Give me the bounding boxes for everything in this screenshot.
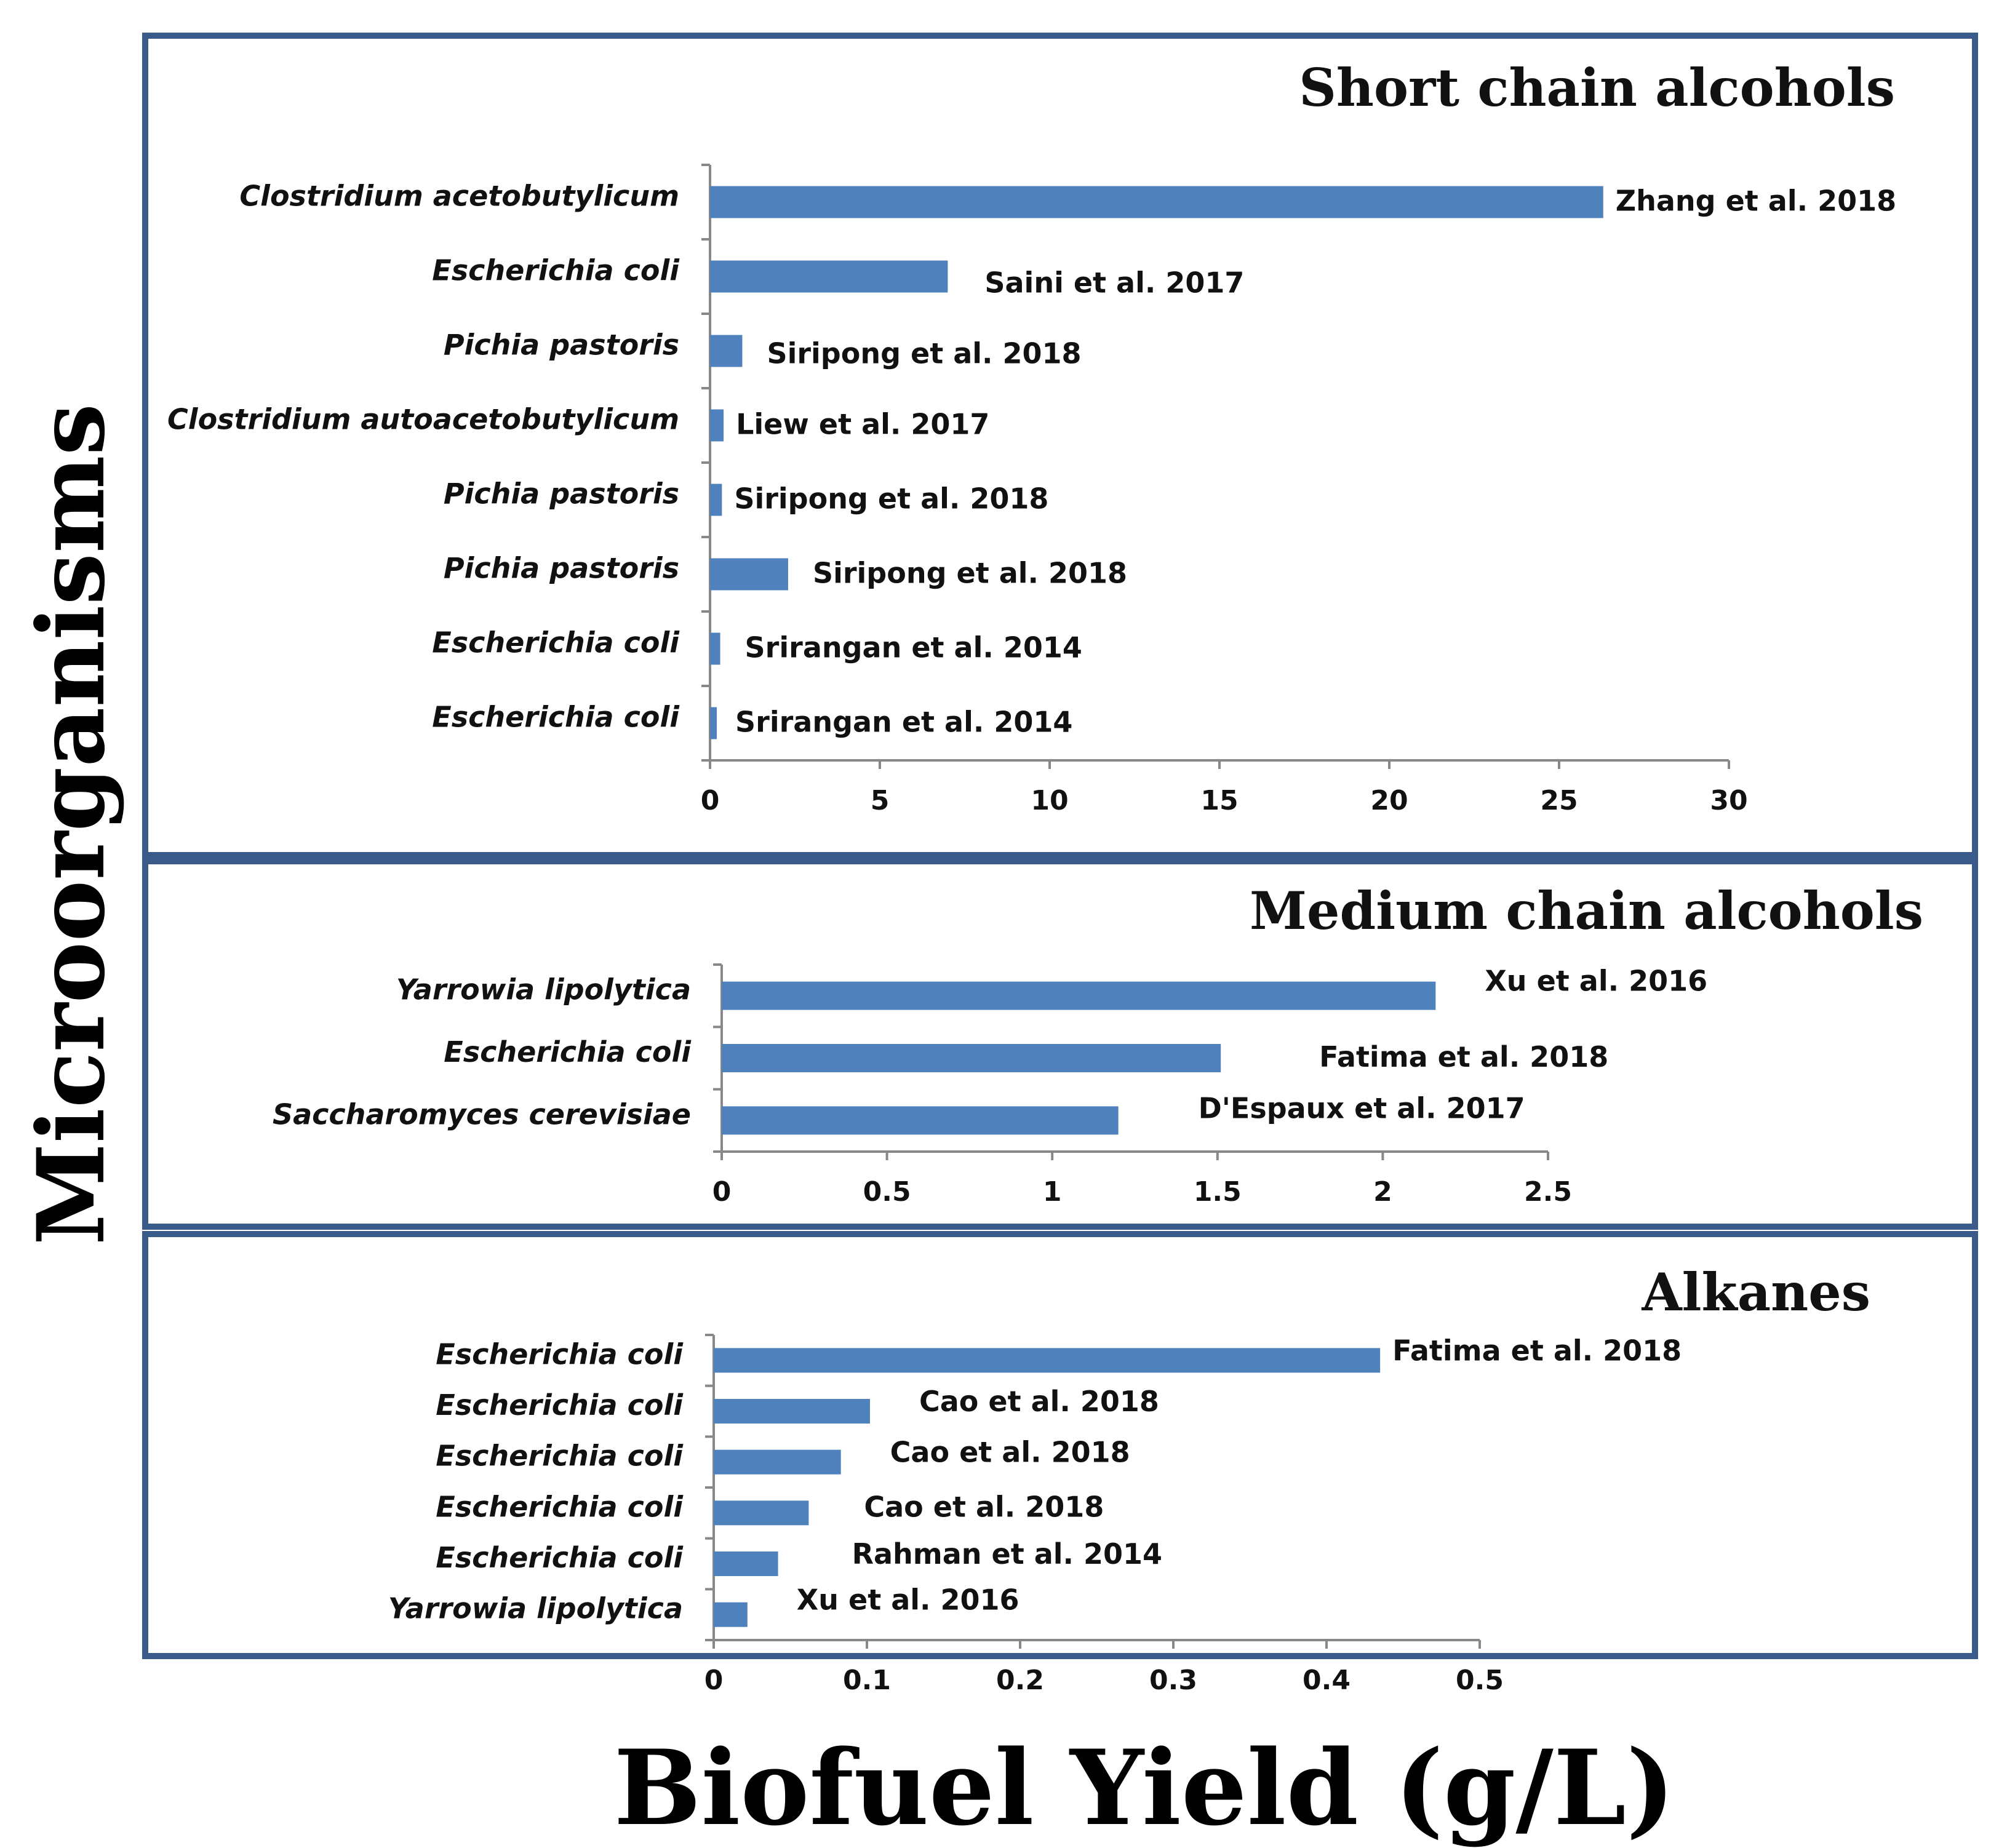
panel-frame-short bbox=[142, 33, 1978, 858]
bar bbox=[710, 186, 1603, 218]
bar bbox=[722, 981, 1436, 1010]
category-label: Escherichia coli bbox=[444, 1035, 692, 1069]
category-label: Escherichia coli bbox=[436, 1541, 684, 1574]
x-tick-label: 0.4 bbox=[1303, 1665, 1351, 1696]
category-label: Escherichia coli bbox=[436, 1337, 684, 1371]
category-label: Escherichia coli bbox=[436, 1490, 684, 1523]
bar bbox=[714, 1348, 1381, 1373]
bar bbox=[714, 1449, 841, 1475]
x-tick-label: 0.5 bbox=[1456, 1665, 1504, 1696]
reference-label: Fatima et al. 2018 bbox=[1392, 1334, 1682, 1367]
reference-label: Cao et al. 2018 bbox=[890, 1436, 1130, 1469]
reference-label: Srirangan et al. 2014 bbox=[745, 631, 1082, 664]
panel-title-alkanes: Alkanes bbox=[1641, 1262, 1870, 1323]
reference-label: Rahman et al. 2014 bbox=[852, 1537, 1162, 1571]
category-label: Pichia pastoris bbox=[444, 329, 679, 362]
panel-frame-alkanes bbox=[142, 1231, 1978, 1659]
x-tick-label: 0.5 bbox=[863, 1176, 911, 1208]
x-tick-label: 0 bbox=[704, 1665, 724, 1696]
reference-label: Xu et al. 2016 bbox=[1485, 965, 1707, 998]
bar bbox=[722, 1106, 1119, 1135]
reference-label: Fatima et al. 2018 bbox=[1319, 1040, 1608, 1073]
x-tick-label: 0 bbox=[701, 785, 720, 816]
bar bbox=[710, 707, 717, 739]
x-tick-label: 5 bbox=[871, 785, 890, 816]
x-tick-label: 20 bbox=[1370, 785, 1408, 816]
bar bbox=[710, 409, 724, 442]
x-tick-label: 1 bbox=[1043, 1176, 1062, 1208]
reference-label: Saini et al. 2017 bbox=[984, 266, 1244, 300]
panel-title-short: Short chain alcohols bbox=[1299, 57, 1895, 118]
x-tick-label: 10 bbox=[1031, 785, 1068, 816]
panel-frame-medium bbox=[142, 858, 1978, 1230]
medium-chain-alcohols-chart: 0 0.5 1 1.5 2 2.5 Yarrowia lipolytica Xu et al.… bbox=[273, 963, 1707, 1208]
reference-label: Siripong et al. 2018 bbox=[767, 337, 1081, 370]
bar bbox=[714, 1551, 778, 1576]
category-label: Yarrowia lipolytica bbox=[388, 1592, 683, 1625]
reference-label: Siripong et al. 2018 bbox=[734, 482, 1048, 516]
category-label: Escherichia coli bbox=[436, 1440, 684, 1473]
x-tick-label: 15 bbox=[1200, 785, 1238, 816]
reference-label: Zhang et al. 2018 bbox=[1616, 185, 1896, 218]
x-tick-label: 2 bbox=[1373, 1176, 1392, 1208]
bar bbox=[710, 484, 722, 516]
x-tick-label: 1.5 bbox=[1194, 1176, 1242, 1208]
x-tick-label: 0.2 bbox=[996, 1665, 1044, 1696]
category-label: Escherichia coli bbox=[432, 701, 680, 734]
reference-label: Xu et al. 2016 bbox=[797, 1583, 1019, 1617]
bar bbox=[710, 260, 948, 293]
alkanes-chart: 0 0.1 0.2 0.3 0.4 0.5 Escherichia coli Fatima e… bbox=[388, 1334, 1682, 1696]
reference-label: D'Espaux et al. 2017 bbox=[1199, 1091, 1525, 1125]
category-label: Escherichia coli bbox=[436, 1388, 684, 1422]
category-label: Yarrowia lipolytica bbox=[396, 973, 691, 1006]
reference-label: Cao et al. 2018 bbox=[919, 1385, 1159, 1418]
x-tick-label: 30 bbox=[1710, 785, 1747, 816]
reference-label: Srirangan et al. 2014 bbox=[735, 706, 1072, 739]
y-axis-title: Microorganisms bbox=[17, 404, 126, 1245]
category-label: Pichia pastoris bbox=[444, 552, 679, 585]
bar bbox=[710, 632, 720, 665]
panel-title-medium: Medium chain alcohols bbox=[1250, 880, 1923, 941]
bar bbox=[714, 1602, 748, 1627]
reference-label: Siripong et al. 2018 bbox=[813, 557, 1127, 590]
bar bbox=[710, 335, 743, 367]
x-axis-title: Biofuel Yield (g/L) bbox=[614, 1727, 1675, 1848]
bar bbox=[710, 558, 788, 591]
x-tick-label: 0.1 bbox=[843, 1665, 891, 1696]
category-label: Escherichia coli bbox=[432, 626, 680, 659]
category-label: Saccharomyces cerevisiae bbox=[273, 1097, 691, 1131]
bar bbox=[714, 1500, 809, 1526]
reference-label: Cao et al. 2018 bbox=[864, 1490, 1104, 1523]
reference-label: Liew et al. 2017 bbox=[736, 408, 989, 441]
category-label: Clostridium autoacetobutylicum bbox=[167, 403, 679, 436]
x-tick-label: 25 bbox=[1540, 785, 1578, 816]
bar bbox=[714, 1399, 870, 1424]
category-label: Escherichia coli bbox=[432, 254, 680, 287]
x-tick-label: 0 bbox=[712, 1176, 732, 1208]
category-label: Clostridium acetobutylicum bbox=[239, 180, 679, 213]
x-tick-label: 0.3 bbox=[1149, 1665, 1197, 1696]
x-tick-label: 2.5 bbox=[1524, 1176, 1572, 1208]
bar bbox=[722, 1044, 1221, 1072]
short-chain-alcohols-chart: 0 5 10 15 20 25 30 Clostridium acetobutylicum Zh… bbox=[167, 164, 1896, 816]
category-label: Pichia pastoris bbox=[444, 477, 679, 511]
